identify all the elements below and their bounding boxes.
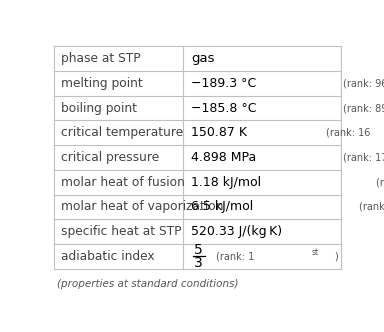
Text: −185.8 °C: −185.8 °C: [191, 102, 257, 115]
Text: ): ): [334, 251, 338, 261]
Text: melting point: melting point: [61, 77, 143, 90]
Text: specific heat at STP: specific heat at STP: [61, 225, 182, 238]
Text: 6.5 kJ/mol: 6.5 kJ/mol: [191, 200, 253, 213]
Text: 4.898 MPa: 4.898 MPa: [191, 151, 256, 164]
Text: boiling point: boiling point: [61, 102, 137, 115]
Text: molar heat of vaporization: molar heat of vaporization: [61, 200, 224, 213]
Text: 5: 5: [194, 243, 203, 257]
Text: 1.18 kJ/mol: 1.18 kJ/mol: [191, 176, 261, 189]
Text: (rank: 89: (rank: 89: [343, 103, 384, 113]
Text: (rank: 17: (rank: 17: [343, 152, 384, 162]
Text: gas: gas: [191, 52, 214, 65]
Text: (rank: 16: (rank: 16: [326, 128, 371, 138]
Text: (rank: 96: (rank: 96: [343, 78, 384, 88]
Text: molar heat of fusion: molar heat of fusion: [61, 176, 185, 189]
Text: 150.87 K: 150.87 K: [191, 126, 247, 139]
Text: critical temperature: critical temperature: [61, 126, 184, 139]
Text: 520.33 J/(kg K): 520.33 J/(kg K): [191, 225, 282, 238]
Text: (properties at standard conditions): (properties at standard conditions): [57, 279, 238, 289]
Text: critical pressure: critical pressure: [61, 151, 160, 164]
Text: (rank: 1: (rank: 1: [216, 251, 254, 261]
Text: adiabatic index: adiabatic index: [61, 250, 155, 263]
Text: −189.3 °C: −189.3 °C: [191, 77, 256, 90]
Text: (rank: 86: (rank: 86: [376, 177, 384, 187]
Text: 3: 3: [194, 256, 203, 270]
Text: st: st: [311, 248, 318, 257]
Text: phase at STP: phase at STP: [61, 52, 141, 65]
Text: (rank: 88: (rank: 88: [359, 202, 384, 212]
